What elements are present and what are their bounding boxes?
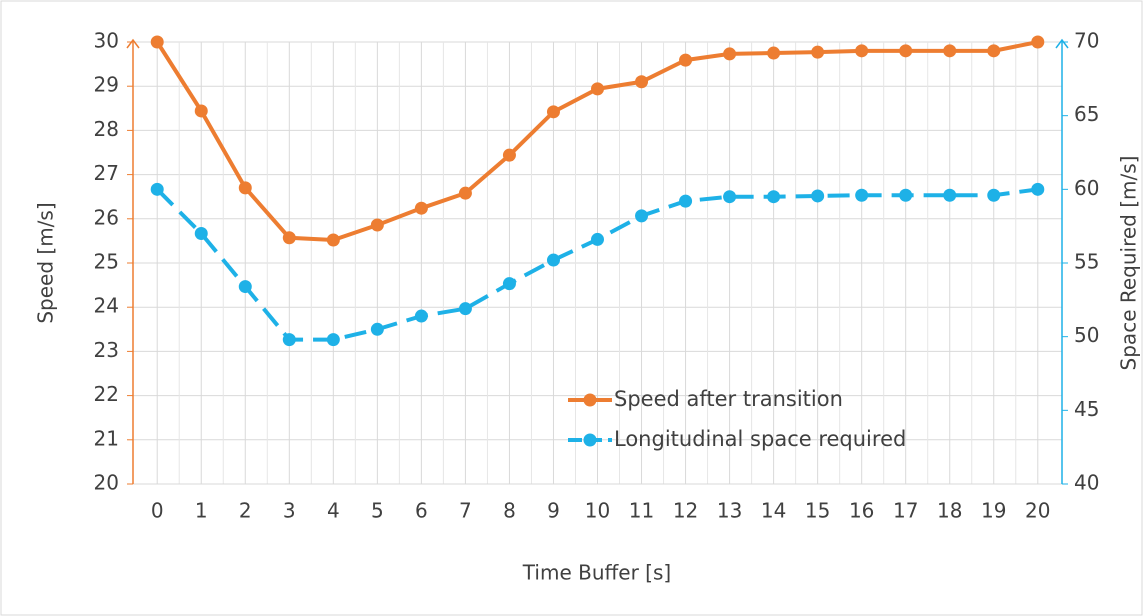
x-tick-label: 2	[239, 499, 252, 523]
x-tick-label: 11	[629, 499, 654, 523]
point	[635, 209, 649, 223]
point	[635, 75, 649, 89]
y-tick-label: 30	[94, 29, 119, 53]
point	[282, 231, 296, 245]
x-tick-label: 5	[371, 499, 384, 523]
point	[458, 186, 472, 200]
point	[282, 333, 296, 347]
point	[723, 47, 737, 61]
x-tick-label: 7	[459, 499, 472, 523]
point	[767, 190, 781, 204]
point	[591, 232, 604, 246]
x-tick-label: 3	[283, 499, 296, 523]
point	[458, 302, 472, 316]
point	[502, 148, 516, 162]
y-tick-label: 29	[94, 73, 119, 97]
point	[1031, 35, 1045, 49]
point	[899, 188, 913, 202]
x-axis-title: Time Buffer [s]	[522, 561, 671, 585]
point	[811, 189, 825, 203]
x-tick-label: 4	[327, 499, 340, 523]
y-axis-arrow	[126, 38, 140, 49]
point	[150, 182, 164, 196]
point	[326, 233, 340, 247]
point	[238, 280, 252, 294]
x-tick-label: 18	[937, 499, 962, 523]
point	[987, 44, 1001, 58]
point	[370, 322, 384, 336]
point	[679, 53, 693, 67]
point	[546, 105, 560, 119]
point	[414, 309, 428, 323]
x-tick-label: 19	[981, 499, 1006, 523]
x-tick-label: 0	[151, 499, 164, 523]
x-tick-label: 8	[503, 499, 516, 523]
x-tick-label: 12	[673, 499, 698, 523]
y2-axis-title: Space Required [m/s]	[1117, 156, 1141, 371]
x-tick-label: 17	[893, 499, 918, 523]
point	[370, 218, 384, 232]
x-tick-label: 10	[585, 499, 610, 523]
point	[723, 190, 737, 204]
y2-tick-label: 55	[1074, 250, 1099, 274]
y2-tick-label: 45	[1074, 397, 1099, 421]
point	[414, 201, 428, 215]
x-tick-label: 16	[849, 499, 874, 523]
x-tick-label: 13	[717, 499, 742, 523]
y-tick-label: 24	[94, 294, 119, 318]
legend-marker	[583, 433, 597, 447]
y-tick-label: 25	[94, 250, 119, 274]
y2-tick-label: 60	[1074, 176, 1099, 200]
point	[943, 44, 957, 58]
y2-tick-label: 70	[1074, 29, 1099, 53]
point	[238, 181, 252, 195]
point	[194, 227, 208, 241]
x-tick-label: 9	[547, 499, 560, 523]
point	[855, 44, 869, 58]
y-tick-label: 28	[94, 117, 119, 141]
point	[679, 194, 693, 208]
point	[591, 82, 604, 96]
y-axis-title: Speed [m/s]	[34, 202, 58, 323]
legend-marker	[583, 393, 597, 407]
x-tick-label: 20	[1025, 499, 1050, 523]
legend-label: Longitudinal space required	[614, 427, 906, 451]
y-tick-label: 22	[94, 382, 119, 406]
y-tick-label: 21	[94, 426, 119, 450]
y-tick-label: 23	[94, 338, 119, 362]
point	[811, 45, 825, 59]
x-tick-label: 1	[195, 499, 208, 523]
point	[546, 253, 560, 267]
point	[194, 104, 208, 118]
y-tick-label: 20	[94, 471, 119, 495]
x-tick-label: 6	[415, 499, 428, 523]
x-tick-label: 15	[805, 499, 830, 523]
point	[767, 46, 781, 60]
point	[987, 188, 1001, 202]
legend-label: Speed after transition	[614, 387, 843, 411]
point	[899, 44, 913, 58]
point	[943, 188, 957, 202]
y2-tick-label: 50	[1074, 323, 1099, 347]
x-tick-label: 14	[761, 499, 786, 523]
y-tick-label: 26	[94, 205, 119, 229]
y-tick-label: 27	[94, 161, 119, 185]
point	[502, 277, 516, 291]
y2-tick-label: 40	[1074, 471, 1099, 495]
y2-tick-label: 65	[1074, 102, 1099, 126]
y2-axis-arrow	[1055, 38, 1069, 49]
point	[1031, 182, 1045, 196]
point	[326, 333, 340, 347]
point	[150, 35, 164, 49]
point	[855, 188, 869, 202]
